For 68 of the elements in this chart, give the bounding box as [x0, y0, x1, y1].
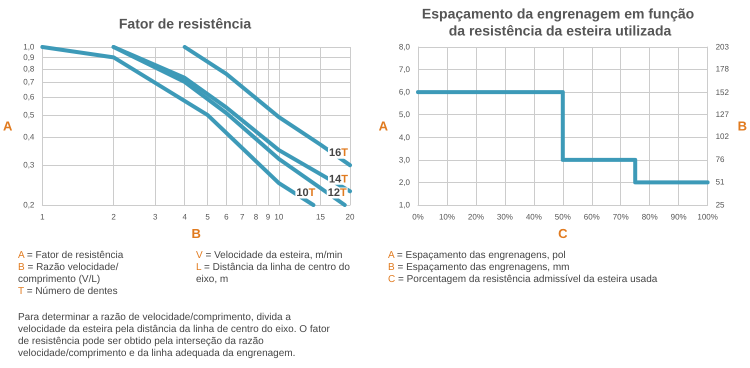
x-tick-label: 0% — [412, 212, 424, 222]
y-tick-label: 2,0 — [398, 178, 411, 187]
y-tick-label: 0,5 — [23, 110, 35, 120]
chart-title: Espaçamento da engrenagem em função da resistência da esteira utilizada — [422, 6, 698, 38]
y-axis-title: A — [378, 118, 389, 134]
y-tick-label: 6,0 — [398, 88, 411, 97]
x-tick-label: 6 — [224, 212, 230, 222]
text: T = Número de dentes — [18, 286, 118, 297]
x-axis-title: B — [192, 226, 201, 241]
y2-tick-label: 178 — [716, 64, 730, 74]
chart-title: Fator de resistência — [118, 16, 252, 32]
text: B = Razão velocidade/ comprimento (V/L) — [18, 262, 118, 285]
x-tick-label: 7 — [240, 212, 245, 222]
x-tick-label: 10 — [274, 212, 284, 222]
x-tick-label: 30% — [496, 212, 513, 222]
y-tick-label: 0,9 — [23, 52, 35, 62]
text: L = Distância da linha de centro do eixo, m — [196, 262, 350, 285]
x-tick-label: 20% — [468, 212, 484, 222]
y-tick-label: 1,0 — [398, 200, 411, 210]
y-tick-label: 5,0 — [398, 110, 411, 120]
y-tick-label: 0,2 — [23, 200, 35, 210]
y2-tick-label: 203 — [716, 42, 730, 52]
y2-tick-label: 127 — [716, 110, 730, 119]
x-tick-label: 4 — [182, 212, 188, 222]
x-tick-label: 8 — [254, 212, 259, 222]
x-tick-label: 3 — [152, 212, 158, 222]
text: A = Fator de resistência — [18, 250, 124, 261]
y-tick-label: 1,0 — [23, 42, 35, 52]
y-tick-label: 0,4 — [23, 132, 35, 142]
x-tick-label: 50% — [554, 212, 571, 222]
text: A = Espaçamento das engrenagens, pol — [388, 250, 566, 261]
x-tick-label: 90% — [670, 212, 687, 222]
x-tick-label: 10% — [438, 212, 455, 222]
y-tick-label: 8,0 — [398, 42, 411, 52]
x-tick-label: 20 — [346, 212, 355, 222]
y-tick-label: 7,0 — [398, 65, 411, 74]
series-label: 12T — [328, 187, 347, 199]
series-label: 16T — [329, 147, 348, 160]
x-tick-label: 80% — [642, 212, 658, 222]
y-tick-label: 3,0 — [398, 155, 411, 164]
y2-tick-label: 76 — [716, 155, 726, 164]
y-tick-label: 0,3 — [23, 160, 35, 170]
x-axis-title: C — [558, 226, 568, 241]
x-tick-label: 5 — [205, 212, 210, 222]
x-tick-label: 100% — [697, 212, 718, 222]
y-axis-title: A — [3, 118, 13, 134]
y-tick-label: 4,0 — [398, 132, 411, 142]
y-tick-label: 0,7 — [23, 78, 35, 87]
y2-tick-label: 51 — [716, 177, 726, 186]
y2-axis-title: B — [738, 118, 747, 134]
x-tick-label: 1 — [40, 212, 46, 222]
text: Para determinar a razão de velocidade/comprimento, divida a velocidade da esteira pela distância da linha de centro do eixo. O fator de resistência pode ser obtido pela interseção da razão velocidade/comprimento e da linha adequada da engrenagem. — [18, 312, 331, 360]
series-label: 10T — [296, 187, 316, 199]
y-tick-label: 0,8 — [23, 64, 35, 74]
x-tick-label: 40% — [526, 212, 542, 222]
y2-tick-label: 102 — [716, 132, 730, 142]
y2-tick-label: 25 — [716, 200, 726, 210]
x-tick-label: 2 — [111, 212, 116, 222]
text: C = Porcentagem da resistência admissível da esteira usada — [388, 274, 658, 285]
x-tick-label: 70% — [612, 212, 629, 222]
x-tick-label: 60% — [584, 212, 600, 222]
y2-tick-label: 152 — [716, 88, 730, 97]
series-label: 14T — [329, 173, 348, 186]
y-tick-label: 0,6 — [23, 92, 35, 102]
x-tick-label: 15 — [316, 212, 326, 222]
text: V = Velocidade da esteira, m/min — [196, 250, 342, 261]
x-tick-label: 9 — [266, 212, 271, 222]
text: B = Espaçamento das engrenagens, mm — [388, 262, 570, 273]
